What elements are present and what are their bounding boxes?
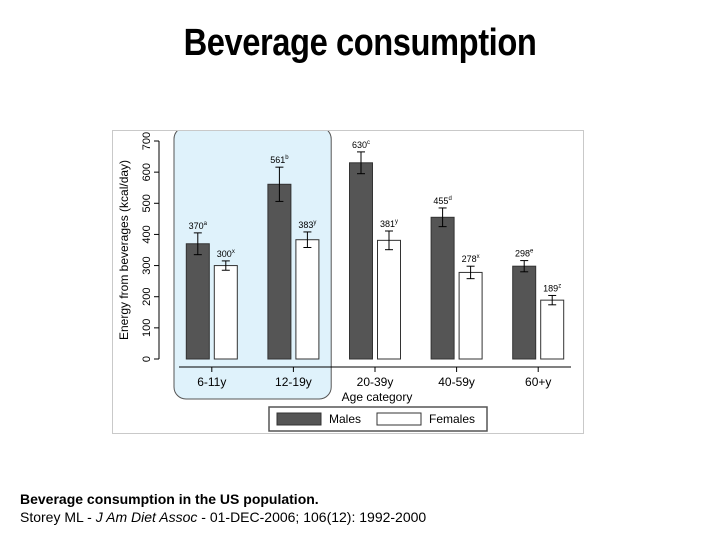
x-tick-label: 40-59y <box>438 375 475 389</box>
female-data-label: 278x <box>462 254 480 264</box>
female-value-text: 189 <box>543 283 558 293</box>
male-data-label: 370a <box>189 221 208 231</box>
female-data-label: 189z <box>543 283 561 293</box>
male-value-text: 455 <box>433 196 448 206</box>
male-significance-letter: b <box>285 155 289 161</box>
female-bar <box>540 299 565 360</box>
y-tick-label: 100 <box>141 319 153 337</box>
male-bar <box>512 265 537 360</box>
male-significance-letter: e <box>530 249 534 255</box>
male-value-text: 370 <box>189 221 204 231</box>
legend-label-females: Females <box>429 412 475 426</box>
x-tick-label: 6-11y <box>197 375 226 389</box>
female-significance-letter: z <box>558 283 561 289</box>
legend-swatch-males <box>276 412 322 426</box>
male-value-text: 561 <box>270 155 285 165</box>
male-value-text: 630 <box>352 140 367 150</box>
male-data-label: 455d <box>433 196 451 206</box>
citation-journal: J Am Diet Assoc <box>95 509 198 525</box>
citation-authors: Storey ML - <box>20 509 96 525</box>
female-data-label: 381y <box>380 219 398 229</box>
caption-title: Beverage consumption in the US populatio… <box>20 491 319 507</box>
female-significance-letter: y <box>313 220 316 226</box>
y-tick-label: 500 <box>141 194 153 212</box>
female-value-text: 383 <box>298 220 313 230</box>
citation: Storey ML - J Am Diet Assoc - 01-DEC-200… <box>20 508 426 526</box>
x-tick-label: 20-39y <box>357 375 394 389</box>
male-value-text: 298 <box>515 249 530 259</box>
slide-title: Beverage consumption <box>183 22 537 64</box>
y-tick-label: 700 <box>141 132 153 150</box>
female-data-label: 383y <box>298 220 316 230</box>
female-bar <box>458 271 483 360</box>
highlight-region <box>173 131 332 400</box>
female-bar <box>377 239 401 360</box>
x-axis-label: Age category <box>342 390 413 404</box>
caption: Beverage consumption in the US populatio… <box>20 490 426 526</box>
x-tick-label: 60+y <box>525 375 551 389</box>
y-tick-label: 600 <box>141 163 153 181</box>
male-significance-letter: c <box>367 140 370 146</box>
male-bar <box>185 243 210 360</box>
female-value-text: 381 <box>380 219 395 229</box>
y-tick-label: 200 <box>141 288 153 306</box>
chart-frame: 0 100 200 300 400 500 600 700 Energy from bevera… <box>112 130 584 434</box>
y-tick-label: 0 <box>141 356 153 362</box>
female-significance-letter: y <box>395 219 398 225</box>
female-significance-letter: x <box>232 249 235 255</box>
bar-chart: 0 100 200 300 400 500 600 700 Energy from bevera… <box>117 131 571 432</box>
female-value-text: 278 <box>462 254 477 264</box>
male-significance-letter: a <box>204 221 208 227</box>
male-data-label: 561b <box>270 155 289 165</box>
y-tick-label: 400 <box>141 225 153 243</box>
legend-swatch-females <box>376 412 422 426</box>
male-significance-letter: d <box>448 196 451 202</box>
male-bar <box>430 216 455 360</box>
female-bar <box>213 265 238 360</box>
male-bar <box>267 183 292 360</box>
citation-details: - 01-DEC-2006; 106(12): 1992-2000 <box>197 509 427 525</box>
female-bar <box>295 239 320 360</box>
male-data-label: 630c <box>352 140 370 150</box>
male-data-label: 298e <box>515 249 534 259</box>
legend-label-males: Males <box>329 412 361 426</box>
x-tick-label: 12-19y <box>275 375 312 389</box>
male-bar <box>349 162 373 360</box>
female-data-label: 300x <box>217 249 235 259</box>
female-value-text: 300 <box>217 249 232 259</box>
y-axis-label: Energy from beverages (kcal/day) <box>117 160 131 340</box>
female-significance-letter: x <box>477 254 480 260</box>
y-tick-label: 300 <box>141 256 153 274</box>
